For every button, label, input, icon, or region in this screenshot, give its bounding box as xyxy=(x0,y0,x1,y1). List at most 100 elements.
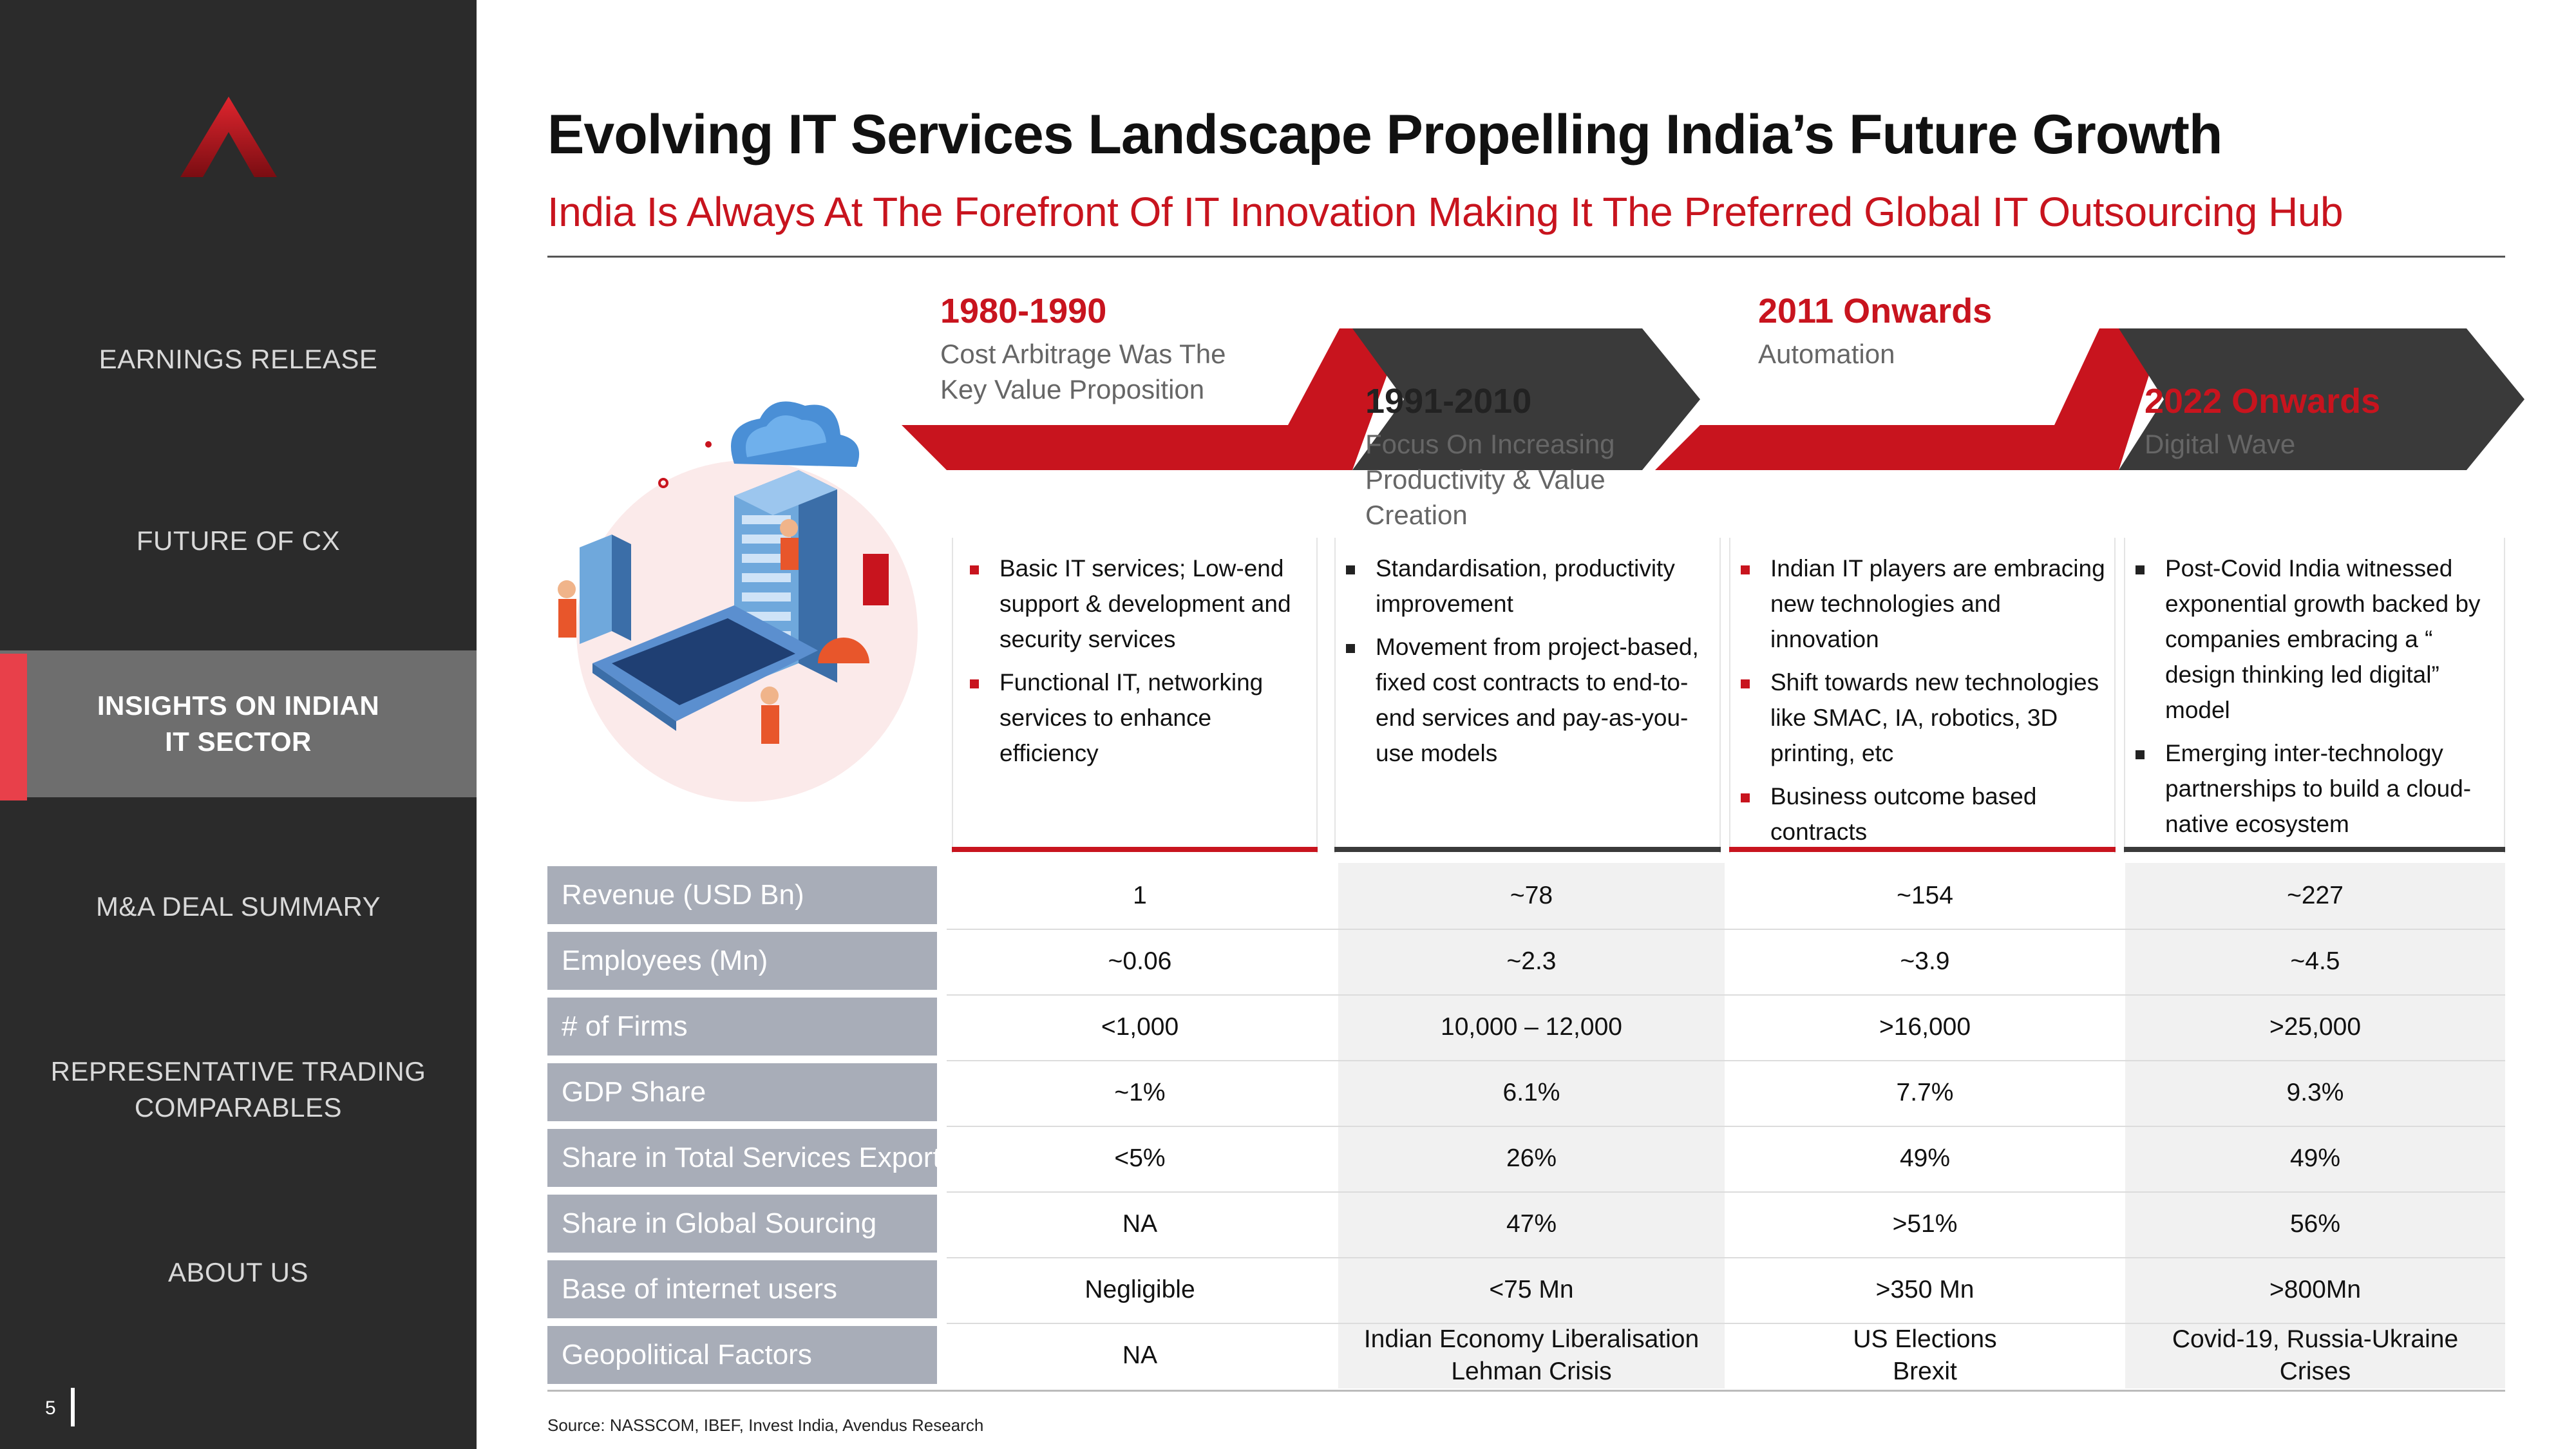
bullet-item: Emerging inter-technology partnerships t… xyxy=(2132,735,2500,842)
column-underline xyxy=(1334,847,1721,852)
row-label: Revenue (USD Bn) xyxy=(547,866,937,924)
column-1980-1990: Basic IT services; Low-end support & dev… xyxy=(952,538,1318,853)
row-divider xyxy=(947,994,2505,996)
row-label: Employees (Mn) xyxy=(547,932,937,990)
table-cell: 10,000 – 12,000 xyxy=(1338,994,1725,1060)
table-cell: >25,000 xyxy=(2125,994,2505,1060)
column-underline xyxy=(2124,847,2505,852)
table-row: Geopolitical Factors NA Indian Economy Lib… xyxy=(547,1323,2505,1388)
table-cell: US Elections Brexit xyxy=(1853,1325,1997,1385)
bullet-square-icon xyxy=(2136,565,2145,574)
table-row: GDP Share ~1% 6.1% 7.7% 9.3% xyxy=(547,1060,2505,1126)
column-1991-2010: Standardisation, productivity improvemen… xyxy=(1334,538,1721,853)
bullet-item: Shift towards new technologies like SMAC… xyxy=(1737,665,2108,771)
logo-icon xyxy=(180,97,277,177)
page-number-divider xyxy=(71,1388,75,1426)
table-cell: ~0.06 xyxy=(1108,947,1172,975)
table-row: # of Firms <1,000 10,000 – 12,000 >16,000 >2… xyxy=(547,994,2505,1060)
table-bottom-rule xyxy=(547,1390,2505,1392)
table-row: Revenue (USD Bn) 1 ~78 ~154 ~227 xyxy=(547,863,2505,929)
page-number: 5 xyxy=(45,1397,56,1419)
table-cell: ~1% xyxy=(1114,1079,1166,1106)
bullet-item: Functional IT, networking services to en… xyxy=(966,665,1310,771)
table-cell: ~2.3 xyxy=(1338,929,1725,994)
table-cell: 1 xyxy=(1133,882,1147,909)
row-label: Geopolitical Factors xyxy=(547,1326,937,1384)
table-cell: <5% xyxy=(1114,1144,1166,1172)
bullet-square-icon xyxy=(970,679,979,688)
page-subtitle: India Is Always At The Forefront Of IT I… xyxy=(547,189,2344,235)
table-cell: 26% xyxy=(1338,1126,1725,1191)
table-row: Employees (Mn) ~0.06 ~2.3 ~3.9 ~4.5 xyxy=(547,929,2505,994)
nav-insights-indian-it-sector[interactable]: INSIGHTS ON INDIAN IT SECTOR xyxy=(0,650,477,797)
nav-about-us[interactable]: ABOUT US xyxy=(168,1257,308,1287)
nav-ma-deal-summary[interactable]: M&A DEAL SUMMARY xyxy=(95,891,381,922)
source-note: Source: NASSCOM, IBEF, Invest India, Ave… xyxy=(547,1416,984,1435)
column-underline xyxy=(952,847,1318,852)
table-cell: Negligible xyxy=(1084,1276,1195,1303)
bullet-item: Indian IT players are embracing new tech… xyxy=(1737,551,2108,657)
row-divider xyxy=(947,929,2505,930)
bullet-item: Post-Covid India witnessed exponential g… xyxy=(2132,551,2500,728)
row-label: Share in Total Services Export xyxy=(547,1129,941,1187)
table-cell: 9.3% xyxy=(2125,1060,2505,1126)
table-cell: 47% xyxy=(1338,1191,1725,1257)
bullet-square-icon xyxy=(1741,679,1750,688)
table-cell: >350 Mn xyxy=(1875,1276,1975,1303)
bullet-square-icon xyxy=(1346,565,1355,574)
it-infrastructure-illustration xyxy=(558,401,918,802)
table-cell: ~78 xyxy=(1338,863,1725,929)
nav-future-of-cx[interactable]: FUTURE OF CX xyxy=(136,526,341,556)
table-cell: >51% xyxy=(1892,1210,1958,1238)
header-divider xyxy=(547,256,2505,258)
bullet-item: Movement from project-based, fixed cost … xyxy=(1342,629,1713,771)
bullet-item: Business outcome based contracts xyxy=(1737,779,2108,849)
table-cell: NA xyxy=(1122,1210,1158,1238)
table-cell: ~3.9 xyxy=(1900,947,1950,975)
row-label: Share in Global Sourcing xyxy=(547,1195,937,1253)
era-year-1980-1990: 1980-1990 xyxy=(940,292,1107,330)
timeline-chevrons xyxy=(902,328,2524,470)
column-2022-onwards: Post-Covid India witnessed exponential g… xyxy=(2124,538,2505,853)
era-year-1991-2010: 1991-2010 xyxy=(1365,382,1532,421)
era-year-2011-onwards: 2011 Onwards xyxy=(1758,292,1993,330)
row-divider xyxy=(947,1257,2505,1258)
bullet-square-icon xyxy=(2136,750,2145,759)
table-cell: 56% xyxy=(2125,1191,2505,1257)
bullet-item: Standardisation, productivity improvemen… xyxy=(1342,551,1713,621)
table-cell: 6.1% xyxy=(1338,1060,1725,1126)
era-year-2022-onwards: 2022 Onwards xyxy=(2145,382,2381,421)
nav-representative-trading-comparables[interactable]: REPRESENTATIVE TRADING COMPARABLES xyxy=(50,1056,426,1122)
chevron-1980-1990 xyxy=(902,328,1404,470)
table-row: Base of internet users Negligible <75 Mn >3… xyxy=(547,1257,2505,1323)
column-underline xyxy=(1729,847,2116,852)
row-divider xyxy=(947,1323,2505,1324)
bullet-square-icon xyxy=(1741,793,1750,802)
era-desc-2022-onwards: Digital Wave xyxy=(2145,429,2296,459)
table-cell: NA xyxy=(1122,1341,1158,1369)
table-cell: 49% xyxy=(2125,1126,2505,1191)
chevron-1991-2010 xyxy=(1340,328,1700,470)
table-row: Share in Global Sourcing NA 47% >51% 56% xyxy=(547,1191,2505,1257)
table-cell: <1,000 xyxy=(1101,1013,1179,1041)
table-cell: Indian Economy Liberalisation Lehman Cri… xyxy=(1338,1323,1725,1388)
table-cell: 7.7% xyxy=(1896,1079,1954,1106)
active-nav-marker xyxy=(0,654,27,800)
bullet-item: Basic IT services; Low-end support & dev… xyxy=(966,551,1310,657)
era-desc-1991-2010: Focus On Increasing Productivity & Value… xyxy=(1365,429,1615,530)
era-desc-1980-1990: Cost Arbitrage Was The Key Value Proposi… xyxy=(940,339,1226,404)
nav-earnings-release[interactable]: EARNINGS RELEASE xyxy=(99,344,378,374)
page-title: Evolving IT Services Landscape Propellin… xyxy=(547,104,2222,166)
row-label: Base of internet users xyxy=(547,1260,937,1318)
era-desc-2011-onwards: Automation xyxy=(1758,339,1895,369)
table-cell: >800Mn xyxy=(2125,1257,2505,1323)
bullet-square-icon xyxy=(1741,565,1750,574)
row-label: # of Firms xyxy=(547,998,937,1056)
table-cell: >16,000 xyxy=(1879,1013,1971,1041)
table-cell: ~227 xyxy=(2125,863,2505,929)
sidebar: EARNINGS RELEASE FUTURE OF CX INSIGHTS O… xyxy=(0,0,477,1449)
table-row: Share in Total Services Export <5% 26% 49% 4… xyxy=(547,1126,2505,1191)
table-cell: <75 Mn xyxy=(1338,1257,1725,1323)
table-cell: 49% xyxy=(1899,1144,1951,1172)
row-label: GDP Share xyxy=(547,1063,937,1121)
